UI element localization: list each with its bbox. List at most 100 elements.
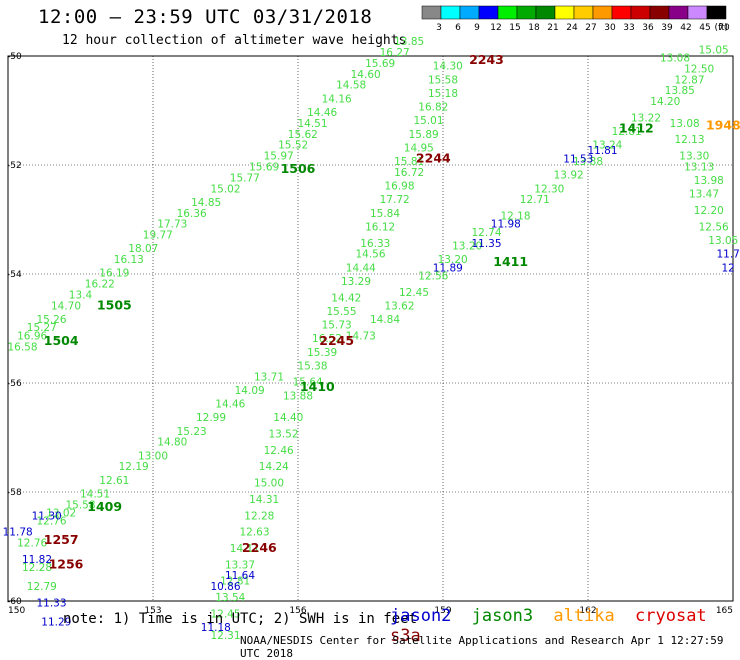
swh-label-jason3: 13.85 xyxy=(394,36,424,48)
swh-label-jason3: 15.00 xyxy=(254,478,284,490)
swh-label-jason3: 13.08 xyxy=(670,118,700,130)
swh-label-jason3: 13.30 xyxy=(679,151,709,163)
swh-label-jason3: 15.69 xyxy=(249,161,279,173)
scale-tick-label: 45 xyxy=(699,23,710,33)
swh-label-jason3: 14.73 xyxy=(346,330,376,342)
swh-label-jason3: 15.64 xyxy=(293,377,323,389)
y-tick-label: -60 xyxy=(7,597,22,607)
swh-label-jason2: 11.89 xyxy=(433,262,463,274)
swh-label-jason3: 12.56 xyxy=(418,270,448,282)
swh-label-jason3: 16.33 xyxy=(360,238,390,250)
scale-swatch xyxy=(440,5,461,20)
swh-label-jason3: 15.23 xyxy=(177,426,207,438)
swh-label-jason3: 13.92 xyxy=(554,170,584,182)
track-time-label: 1256 xyxy=(49,556,84,571)
swh-label-jason3: 16.27 xyxy=(380,47,410,59)
swh-label-jason3: 14.44 xyxy=(346,262,376,274)
scale-swatch xyxy=(516,5,537,20)
track-time-label: 1506 xyxy=(281,161,316,176)
scale-swatch xyxy=(630,5,651,20)
scale-swatch xyxy=(687,5,708,20)
swh-label-jason3: 16.22 xyxy=(85,279,115,291)
swh-label-jason3: 13.02 xyxy=(46,508,76,520)
swh-label-jason3: 13.29 xyxy=(341,276,371,288)
swh-label-jason3: 14.60 xyxy=(351,69,381,81)
swh-label-jason3: 15.84 xyxy=(370,208,400,220)
swh-label-jason2: 10.86 xyxy=(210,581,240,593)
swh-label-jason3: 15.81 xyxy=(394,156,424,168)
swh-label-jason2: 11.78 xyxy=(3,527,33,539)
swh-label-jason2: 11.29 xyxy=(41,617,71,629)
track-time-label: 1504 xyxy=(44,333,79,348)
scale-swatch xyxy=(554,5,575,20)
swh-label-jason2: 12 xyxy=(721,262,734,274)
swh-label-jason3: 15.02 xyxy=(210,183,240,195)
track-time-label: 1948 xyxy=(706,118,740,133)
swh-label-jason3: 12.50 xyxy=(684,63,714,75)
swh-label-jason3: 13.47 xyxy=(689,189,719,201)
swh-label-jason3: 15.69 xyxy=(365,58,395,70)
footnote: note: 1) Time is in UTC; 2) SWH is in fe… xyxy=(63,611,418,627)
swh-label-jason3: 15.55 xyxy=(326,306,356,318)
swh-label-jason3: 15.97 xyxy=(264,151,294,163)
track-time-label: 1411 xyxy=(493,254,528,269)
swh-label-jason3: 12.81 xyxy=(220,576,250,588)
swh-label-jason3: 14.84 xyxy=(370,314,400,326)
swh-label-jason3: 13.88 xyxy=(283,390,313,402)
legend-jason2: jason2 xyxy=(390,606,452,626)
scale-swatch xyxy=(421,5,442,20)
swh-label-jason3: 12.28 xyxy=(22,562,52,574)
scale-swatch xyxy=(592,5,613,20)
scale-tick-label: 21 xyxy=(547,23,558,33)
swh-label-jason3: 15.77 xyxy=(230,172,260,184)
scale-tick-label: 33 xyxy=(623,23,634,33)
swh-label-jason3: 13.4 xyxy=(69,290,93,302)
satellite-legend: jason2 jason3 altika cryosat s3a xyxy=(390,606,740,646)
swh-label-jason3: 15.05 xyxy=(699,44,729,56)
swh-label-jason3: 12.76 xyxy=(36,516,66,528)
swh-label-jason3: 19.77 xyxy=(143,230,173,242)
swh-label-jason3: 15.58 xyxy=(428,74,458,86)
swh-label-jason2: 11.64 xyxy=(225,570,255,582)
legend-jason3: jason3 xyxy=(471,606,534,626)
swh-label-jason2: 11.18 xyxy=(201,622,231,634)
swh-label-jason3: 13.37 xyxy=(225,559,255,571)
scale-swatch xyxy=(706,5,727,20)
track-time-label: 2246 xyxy=(242,540,277,555)
swh-label-jason2: 11.7 xyxy=(716,249,739,261)
swh-label-jason3: 13.08 xyxy=(660,52,690,64)
swh-label-jason3: 15.01 xyxy=(413,115,443,127)
swh-label-jason3: 14.46 xyxy=(215,399,245,411)
legend-altika: altika xyxy=(553,606,615,626)
swh-label-jason3: 12.18 xyxy=(500,211,530,223)
scale-tick-label: 3 xyxy=(436,23,442,33)
scale-tick-label: 39 xyxy=(661,23,673,33)
x-tick-label: 156 xyxy=(289,606,306,616)
swh-label-jason3: 15.38 xyxy=(297,360,327,372)
swh-label-jason2: 11.30 xyxy=(32,510,62,522)
swh-label-jason3: 12.79 xyxy=(27,581,57,593)
swh-label-jason3: 12.13 xyxy=(674,134,704,146)
swh-label-jason3: 12.99 xyxy=(196,412,226,424)
swh-label-jason3: 12.30 xyxy=(534,183,564,195)
swh-label-jason3: 14.30 xyxy=(433,61,463,73)
scale-tick-label: 18 xyxy=(528,23,540,33)
track-time-label: 2245 xyxy=(319,333,354,348)
swh-label-jason3: 12.56 xyxy=(699,221,729,233)
chart-title: 12:00 – 23:59 UTC 03/31/2018 xyxy=(38,6,373,28)
swh-label-jason3: 14.09 xyxy=(235,385,265,397)
track-time-label: 1410 xyxy=(300,379,335,394)
swh-label-jason3: 13.88 xyxy=(573,156,603,168)
swh-label-jason3: 15.27 xyxy=(27,322,57,334)
swh-label-jason3: 14.11 xyxy=(230,543,260,555)
swh-label-jason3: 12.74 xyxy=(471,227,501,239)
swh-label-jason2: 11.53 xyxy=(563,153,593,165)
legend-s3a: s3a xyxy=(390,626,421,646)
swh-label-jason3: 15.52 xyxy=(278,140,308,152)
scale-tick-label: 24 xyxy=(566,23,578,33)
swh-label-jason3: 12.61 xyxy=(99,475,129,487)
swh-label-jason3: 14.58 xyxy=(336,80,366,92)
swh-label-jason3: 12.19 xyxy=(119,461,149,473)
swh-label-jason3: 15.62 xyxy=(288,129,318,141)
scale-tick-label: 36 xyxy=(642,23,654,33)
